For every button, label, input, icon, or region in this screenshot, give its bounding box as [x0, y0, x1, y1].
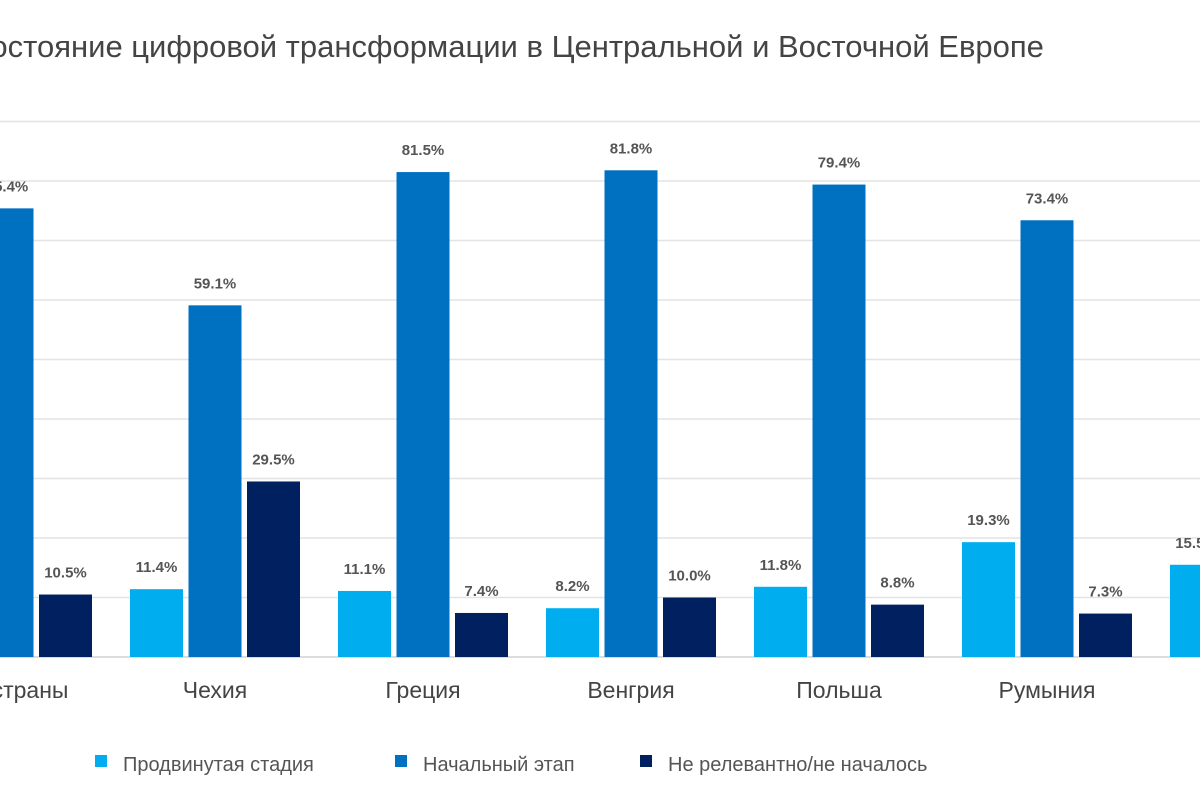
- bar: [1020, 220, 1074, 657]
- data-label: 8.2%: [555, 578, 589, 595]
- bar: [396, 172, 450, 657]
- legend-label: Начальный этап: [423, 754, 575, 776]
- legend-label: Продвинутая стадия: [123, 754, 314, 776]
- bar: [247, 481, 300, 657]
- data-label: 10.5%: [44, 565, 87, 582]
- category-label: Румыния: [999, 677, 1096, 703]
- data-label: 29.5%: [252, 451, 295, 468]
- legend-label: Не релевантно/не началось: [668, 754, 927, 776]
- category-labels: Все страны Чехия Греция Венгрия Польша Румыни…: [0, 677, 1095, 703]
- legend-swatch: [395, 755, 407, 767]
- bar: [338, 590, 391, 657]
- category-label: Венгрия: [587, 677, 674, 703]
- bar: [663, 597, 716, 657]
- bar: [754, 586, 807, 657]
- data-label: 59.1%: [194, 275, 237, 292]
- bar: [546, 608, 599, 657]
- category-label: Чехия: [183, 677, 247, 703]
- data-label: 7.3%: [1088, 584, 1122, 601]
- legend-swatch: [640, 755, 652, 767]
- data-label: 19.3%: [967, 512, 1010, 529]
- bar: [188, 305, 242, 657]
- data-label: 11.4%: [136, 559, 178, 576]
- data-label: 81.5%: [402, 142, 445, 159]
- bar: [455, 612, 508, 657]
- data-label: 8.8%: [880, 575, 914, 592]
- bar: [0, 208, 34, 657]
- data-label: 15.5%: [1175, 535, 1200, 552]
- bar: [871, 604, 924, 657]
- data-label: 73.4%: [1026, 190, 1069, 207]
- legend: Продвинутая стадия Начальный этап Не релев…: [95, 754, 927, 776]
- category-label: Польша: [796, 677, 882, 703]
- bar: [962, 542, 1015, 657]
- bar: [1170, 564, 1200, 657]
- data-label: 10.0%: [668, 568, 711, 585]
- bars: [0, 170, 1200, 658]
- data-label: 79.4%: [818, 155, 861, 172]
- bar: [130, 589, 183, 657]
- data-label: 81.8%: [610, 140, 653, 157]
- bar: [812, 184, 866, 657]
- data-label: 11.1%: [344, 561, 386, 578]
- data-label: 11.8%: [760, 557, 802, 574]
- legend-swatch: [95, 755, 107, 767]
- gridlines: [0, 120, 1200, 658]
- bar: [604, 170, 658, 658]
- category-label: Греция: [385, 677, 460, 703]
- chart-title: Состояние цифровой трансформации в Центр…: [0, 29, 1044, 64]
- bar: [1079, 613, 1132, 657]
- category-label: Все страны: [0, 677, 68, 703]
- data-labels: 75.4% 10.5% 11.4% 59.1% 29.5% 11.1% 81.5% 7.4% 8…: [0, 140, 1200, 600]
- data-label: 7.4%: [464, 583, 498, 600]
- data-label: 75.4%: [0, 178, 28, 195]
- bar: [39, 594, 92, 657]
